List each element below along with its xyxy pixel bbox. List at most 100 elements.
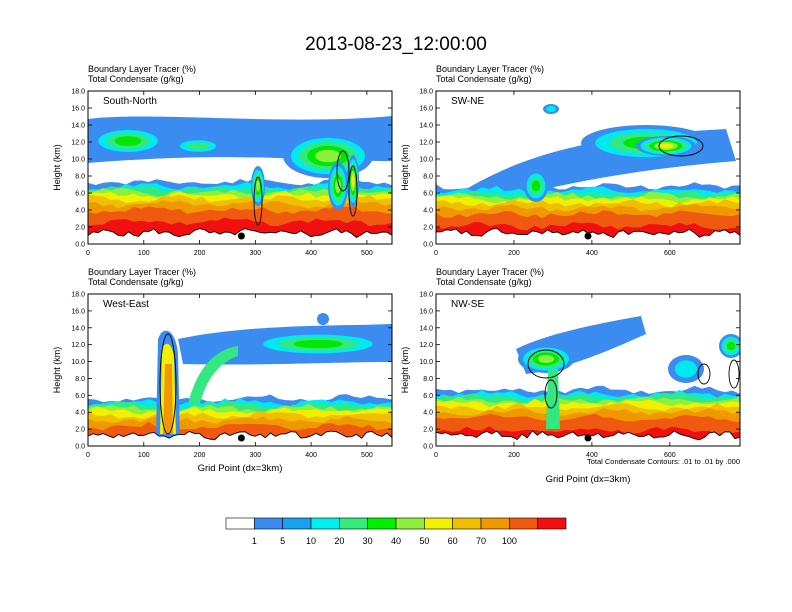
colorbar-swatch xyxy=(395,517,425,530)
colorbar-label: 70 xyxy=(476,536,486,546)
plot-frame xyxy=(87,293,393,447)
panel-title-tracer: Boundary Layer Tracer (%) xyxy=(88,267,196,277)
y-tick-label: 14.0 xyxy=(71,325,85,332)
x-axis-label: Grid Point (dx=3km) xyxy=(546,474,631,485)
convective-core xyxy=(163,364,173,434)
y-tick-label: 8.0 xyxy=(423,174,433,181)
y-tick-label: 6.0 xyxy=(75,191,85,198)
colorbar-swatch xyxy=(537,517,567,530)
y-tick-label: 16.0 xyxy=(419,106,433,113)
panel-title-tracer: Boundary Layer Tracer (%) xyxy=(436,267,544,277)
y-tick-label: 4.0 xyxy=(75,410,85,417)
cloud-region xyxy=(546,105,556,113)
x-tick-label: 500 xyxy=(361,250,373,257)
panel-nw-se: Boundary Layer Tracer (%)Total Condensat… xyxy=(400,267,741,485)
y-axis-label: Height (km) xyxy=(400,144,410,191)
colorbar-swatch xyxy=(282,517,312,530)
y-tick-label: 12.0 xyxy=(419,342,433,349)
panel-title-condensate: Total Condensate (g/kg) xyxy=(436,74,532,84)
colorbar-label: 20 xyxy=(334,536,344,546)
outflow-arm xyxy=(188,346,238,404)
y-axis-label: Height (km) xyxy=(52,347,62,394)
x-tick-label: 200 xyxy=(508,250,520,257)
panel-title-tracer: Boundary Layer Tracer (%) xyxy=(436,64,544,74)
cloud-region xyxy=(538,355,554,363)
colorbar-swatch xyxy=(509,517,538,530)
panel-title-condensate: Total Condensate (g/kg) xyxy=(88,74,184,84)
condensate-contour xyxy=(336,150,350,192)
cloud-region xyxy=(293,339,343,349)
colorbar: 1 5 10 20 30 40 50 60 70 100 xyxy=(225,517,567,546)
location-marker xyxy=(237,232,245,240)
colorbar-label: 40 xyxy=(391,536,401,546)
panel-title-condensate: Total Condensate (g/kg) xyxy=(88,277,184,287)
y-tick-label: 4.0 xyxy=(423,410,433,417)
y-tick-label: 4.0 xyxy=(423,208,433,215)
location-marker xyxy=(584,434,592,442)
plot-frame xyxy=(435,293,741,447)
y-tick-label: 2.0 xyxy=(75,225,85,232)
y-tick-label: 18.0 xyxy=(71,292,85,299)
plot-area xyxy=(436,91,740,244)
x-tick-label: 200 xyxy=(194,452,206,459)
y-tick-label: 12.0 xyxy=(419,140,433,147)
y-tick-label: 10.0 xyxy=(419,157,433,164)
x-tick-label: 300 xyxy=(249,452,261,459)
condensate-contour xyxy=(527,349,565,379)
cloud-region xyxy=(186,142,210,150)
y-tick-label: 6.0 xyxy=(75,393,85,400)
cloud-region xyxy=(531,180,541,192)
x-tick-label: 100 xyxy=(138,250,150,257)
panel-label: South-North xyxy=(103,96,157,107)
condensate-contour xyxy=(728,359,740,389)
panel-title-tracer: Boundary Layer Tracer (%) xyxy=(88,64,196,74)
y-tick-label: 14.0 xyxy=(71,123,85,130)
colorbar-swatch xyxy=(310,517,340,530)
cloud-region xyxy=(658,143,674,149)
y-tick-label: 12.0 xyxy=(71,342,85,349)
x-tick-label: 400 xyxy=(586,452,598,459)
x-tick-label: 0 xyxy=(434,452,438,459)
y-tick-label: 16.0 xyxy=(71,308,85,315)
colorbar-swatch xyxy=(452,517,482,530)
x-tick-label: 200 xyxy=(194,250,206,257)
plot-area xyxy=(88,294,392,446)
y-tick-label: 8.0 xyxy=(423,376,433,383)
y-tick-label: 10.0 xyxy=(419,359,433,366)
y-tick-label: 16.0 xyxy=(419,308,433,315)
x-axis-label: Grid Point (dx=3km) xyxy=(198,463,283,474)
y-tick-label: 8.0 xyxy=(75,174,85,181)
y-tick-label: 6.0 xyxy=(423,393,433,400)
condensate-contour xyxy=(159,333,177,435)
y-tick-label: 4.0 xyxy=(75,208,85,215)
plot-area xyxy=(436,294,740,446)
panel-sw-ne: Boundary Layer Tracer (%)Total Condensat… xyxy=(400,64,741,257)
colorbar-swatch xyxy=(339,517,368,530)
cloud-region xyxy=(315,149,341,163)
colorbar-swatch xyxy=(424,517,453,530)
panel-label: SW-NE xyxy=(451,96,484,107)
colorbar-swatch xyxy=(367,517,397,530)
x-tick-label: 600 xyxy=(664,452,676,459)
y-tick-label: 0.0 xyxy=(75,444,85,451)
x-tick-label: 500 xyxy=(361,452,373,459)
panel-title-condensate: Total Condensate (g/kg) xyxy=(436,277,532,287)
colorbar-swatch xyxy=(480,517,510,530)
y-tick-label: 2.0 xyxy=(423,427,433,434)
colorbar-label: 10 xyxy=(306,536,316,546)
colorbar-label: 100 xyxy=(502,536,517,546)
colorbar-label: 50 xyxy=(419,536,429,546)
y-tick-label: 6.0 xyxy=(423,191,433,198)
y-tick-label: 18.0 xyxy=(419,89,433,96)
condensate-contour xyxy=(544,379,558,409)
cloud-region xyxy=(674,360,698,378)
panel-label: West-East xyxy=(103,299,149,310)
y-tick-label: 0.0 xyxy=(423,242,433,249)
y-tick-label: 2.0 xyxy=(423,225,433,232)
panel-label: NW-SE xyxy=(451,299,484,310)
condensate-contour xyxy=(253,176,263,226)
x-tick-label: 600 xyxy=(664,250,676,257)
cloud-region xyxy=(256,180,260,192)
condensate-contour xyxy=(658,135,704,157)
